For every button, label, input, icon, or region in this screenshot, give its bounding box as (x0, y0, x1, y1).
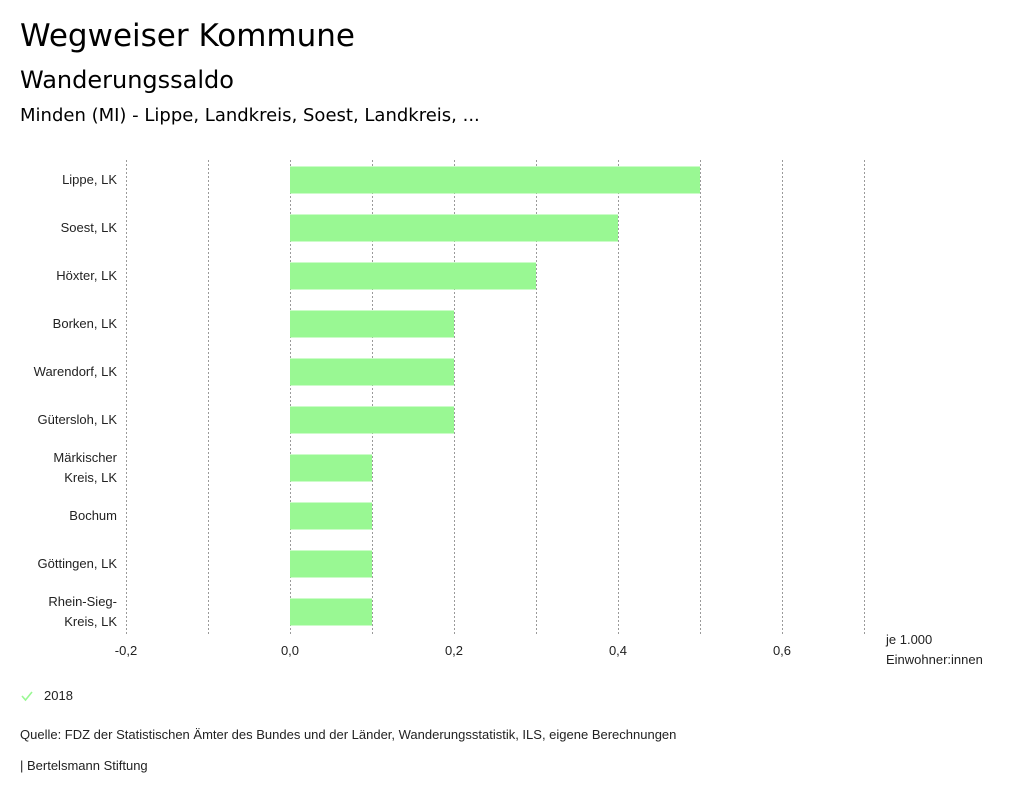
x-axis-unit-label: je 1.000 Einwohner:innen (886, 630, 983, 670)
bar (290, 550, 372, 578)
credit-note: | Bertelsmann Stiftung (20, 758, 148, 773)
bar (290, 454, 372, 482)
category-label: Kreis, LK (64, 470, 117, 485)
category-label: Göttingen, LK (38, 556, 118, 571)
x-axis-unit-line-2: Einwohner:innen (886, 652, 983, 667)
category-label: Borken, LK (53, 316, 118, 331)
category-label: Höxter, LK (56, 268, 117, 283)
category-label: Lippe, LK (62, 172, 117, 187)
x-tick-label: -0,2 (115, 643, 137, 658)
page-title: Wegweiser Kommune (20, 18, 355, 54)
bar (290, 502, 372, 530)
bar (290, 406, 454, 434)
x-tick-label: 0,0 (281, 643, 299, 658)
region-selection: Minden (MI) - Lippe, Landkreis, Soest, L… (20, 105, 480, 126)
x-axis-unit-line-1: je 1.000 (886, 632, 933, 647)
source-note: Quelle: FDZ der Statistischen Ämter des … (20, 727, 677, 742)
x-tick-label: 0,6 (773, 643, 791, 658)
legend[interactable]: 2018 (20, 688, 73, 703)
bar (290, 166, 700, 194)
category-label: Warendorf, LK (34, 364, 118, 379)
category-label: Märkischer (53, 450, 117, 465)
bar-chart: Lippe, LK Soest, LK Höxter, LK Borken, LK Wa… (34, 160, 865, 658)
legend-label: 2018 (44, 688, 73, 703)
x-tick-label: 0,2 (445, 643, 463, 658)
bar (290, 598, 372, 626)
category-label: Bochum (69, 508, 117, 523)
bar (290, 214, 618, 242)
chart-subtitle: Wanderungssaldo (20, 66, 234, 94)
bar (290, 358, 454, 386)
category-label: Kreis, LK (64, 614, 117, 629)
bar (290, 262, 536, 290)
category-label: Gütersloh, LK (38, 412, 118, 427)
bar (290, 310, 454, 338)
category-label: Rhein-Sieg- (48, 594, 117, 609)
x-tick-label: 0,4 (609, 643, 627, 658)
category-label: Soest, LK (61, 220, 118, 235)
checkmark-icon[interactable] (20, 690, 34, 702)
